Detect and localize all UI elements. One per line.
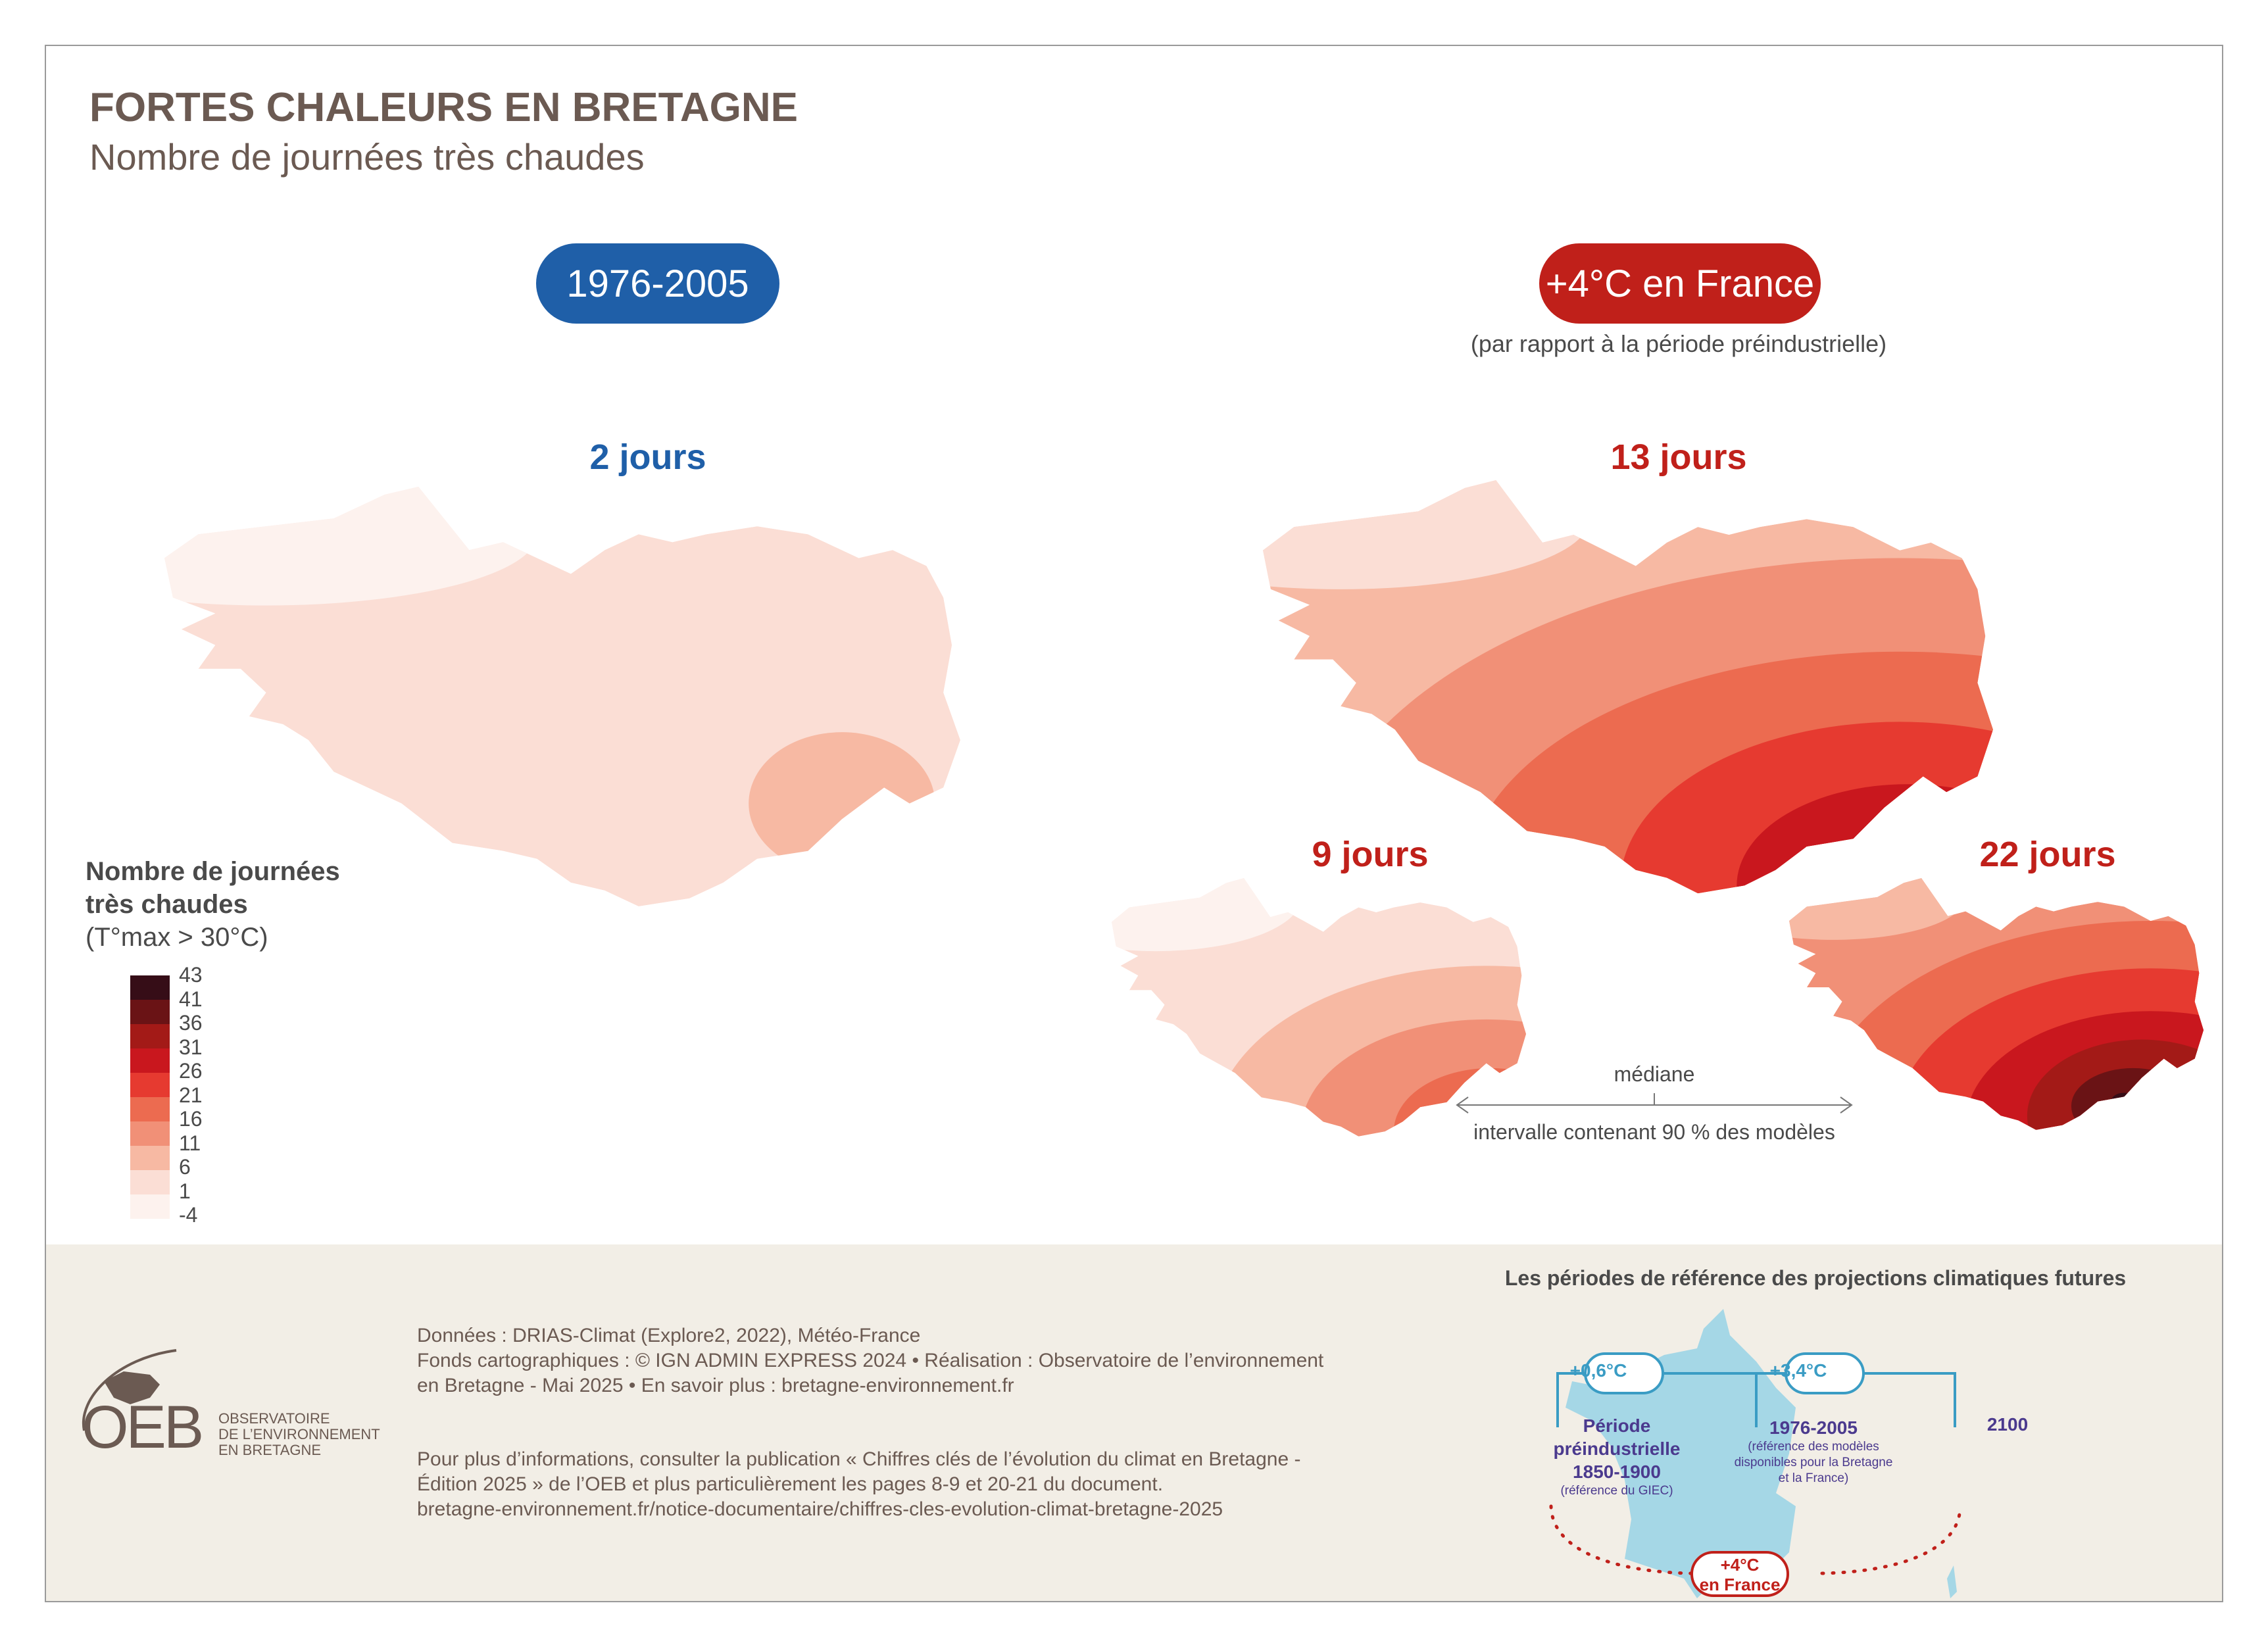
p2-label: 1976-2005 xyxy=(1769,1417,1858,1438)
delta1-label: +0,6°C xyxy=(1569,1360,1627,1381)
map-label-high: 22 jours xyxy=(1979,835,2116,874)
sources-line: Données : DRIAS-Climat (Explore2, 2022),… xyxy=(417,1325,921,1346)
map-median xyxy=(1263,480,1993,894)
interval-label: intervalle contenant 90 % des modèles xyxy=(1473,1120,1835,1144)
delta2-label: +3,4°C xyxy=(1769,1360,1827,1381)
p2-note: disponibles pour la Bretagne xyxy=(1734,1456,1893,1469)
heat-band xyxy=(749,732,935,875)
target-line: en France xyxy=(1699,1575,1781,1594)
legend-break-label: 16 xyxy=(179,1107,203,1131)
legend-swatch xyxy=(130,1194,170,1219)
sources-text: Données : DRIAS-Climat (Explore2, 2022),… xyxy=(417,1323,1323,1398)
legend-break-label: 11 xyxy=(179,1131,201,1155)
info-line: Pour plus d’informations, consulter la p… xyxy=(417,1448,1301,1470)
legend-swatch xyxy=(130,1097,170,1121)
legend-swatch xyxy=(130,1048,170,1073)
legend-swatch xyxy=(130,1024,170,1048)
oeb-logo-line1: OBSERVATOIRE xyxy=(218,1410,330,1427)
legend-title-line1: Nombre de journées xyxy=(86,857,340,886)
legend-break-label: 6 xyxy=(179,1155,191,1179)
publication-link[interactable]: bretagne-environnement.fr/notice-documen… xyxy=(417,1498,1223,1520)
p2-note: et la France) xyxy=(1778,1471,1849,1485)
info-line: Édition 2025 » de l’OEB et plus particul… xyxy=(417,1473,1164,1495)
legend-break-label: 1 xyxy=(179,1179,191,1203)
period-2100: 2100 xyxy=(1986,1414,2029,1435)
legend-swatch xyxy=(130,975,170,1000)
oeb-logo-mark xyxy=(82,1349,177,1431)
oeb-logo: OEB OBSERVATOIRE DE L’ENVIRONNEMENT EN B… xyxy=(78,1345,380,1463)
diagram-title: Les périodes de référence des projection… xyxy=(1504,1266,2127,1290)
period-preindustrial: Période préindustrielle 1850-1900 (référ… xyxy=(1554,1414,1681,1499)
p1-note: (référence du GIEC) xyxy=(1560,1484,1673,1498)
page-title: FORTES CHALEURS EN BRETAGNE xyxy=(89,85,799,130)
legend-swatch xyxy=(130,1073,170,1097)
median-label: médiane xyxy=(1614,1062,1695,1086)
map-label-reference: 2 jours xyxy=(589,437,706,477)
oeb-logo-line2: DE L’ENVIRONNEMENT xyxy=(218,1426,380,1442)
legend-title: Nombre de journées très chaudes (T°max >… xyxy=(86,855,340,954)
target-label: +4°C en France xyxy=(1700,1555,1781,1594)
sources-line[interactable]: en Bretagne - Mai 2025 • En savoir plus … xyxy=(417,1375,1014,1396)
map-high xyxy=(1789,878,2204,1130)
legend-break-label: 26 xyxy=(179,1059,203,1083)
legend-break-label: 43 xyxy=(179,963,203,987)
legend-swatch xyxy=(130,1146,170,1170)
p1-line: préindustrielle xyxy=(1553,1438,1681,1459)
p1-line: 1850-1900 xyxy=(1573,1462,1661,1482)
target-line: +4°C xyxy=(1720,1555,1760,1575)
delta2-badge xyxy=(1785,1352,1865,1394)
legend-break-label: 31 xyxy=(179,1035,203,1059)
heat-band xyxy=(2111,1093,2138,1110)
footer-panel xyxy=(46,1244,2222,1601)
legend-break-label: 41 xyxy=(179,987,203,1011)
legend-break-label: -4 xyxy=(179,1203,198,1227)
period-badge-future: +4°C en France xyxy=(1539,243,1821,324)
corsica-shape xyxy=(1947,1565,1957,1598)
delta1-badge xyxy=(1584,1352,1664,1394)
legend-title-line3: (T°max > 30°C) xyxy=(86,923,268,952)
oeb-logo-line3: EN BRETAGNE xyxy=(218,1442,322,1458)
legend-swatch xyxy=(130,1121,170,1146)
map-label-low: 9 jours xyxy=(1312,835,1429,874)
sources-line: Fonds cartographiques : © IGN ADMIN EXPR… xyxy=(417,1350,1324,1371)
reference-periods-diagram xyxy=(1549,1309,1962,1598)
p1-line: Période xyxy=(1583,1415,1651,1436)
info-text: Pour plus d’informations, consulter la p… xyxy=(417,1447,1301,1522)
map-low xyxy=(1112,878,1526,1137)
page-subtitle: Nombre de journées très chaudes xyxy=(89,136,645,178)
legend-break-label: 21 xyxy=(179,1083,203,1107)
legend-break-label: 36 xyxy=(179,1011,203,1035)
target-badge xyxy=(1690,1551,1789,1597)
frame xyxy=(45,45,2223,1602)
interval-arrow xyxy=(1456,1093,1853,1114)
period-reference: 1976-2005 (référence des modèles disponi… xyxy=(1735,1417,1893,1487)
period-badge-reference: 1976-2005 xyxy=(536,243,779,324)
map-reference xyxy=(164,487,960,906)
p2-note: (référence des modèles xyxy=(1748,1440,1879,1454)
future-note: (par rapport à la période préindustriell… xyxy=(1470,330,1887,357)
legend-title-line2: très chaudes xyxy=(86,890,248,919)
legend-swatch xyxy=(130,1000,170,1024)
heat-band xyxy=(164,487,537,606)
legend-swatch xyxy=(130,1170,170,1194)
oeb-logo-text: OEB xyxy=(82,1394,204,1461)
map-label-median: 13 jours xyxy=(1610,437,1747,477)
